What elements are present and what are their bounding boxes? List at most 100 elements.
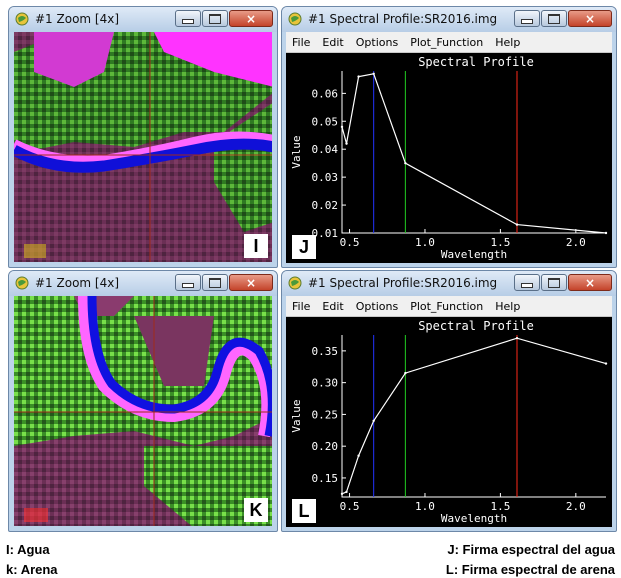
false-color-image: [14, 296, 272, 526]
window-title: #1 Zoom [4x]: [35, 276, 120, 290]
x-axis-label: Wavelength: [441, 248, 507, 261]
maximize-button[interactable]: [202, 10, 228, 27]
x-tick-label: 0.5: [340, 236, 360, 249]
menu-bar: File Edit Options Plot_Function Help: [286, 296, 612, 317]
panel-label-l: L: [292, 499, 316, 523]
maximize-icon: [209, 277, 221, 288]
y-tick-label: 0.02: [312, 199, 339, 212]
spectral-point: [604, 231, 608, 235]
menu-plot-function[interactable]: Plot_Function: [410, 35, 484, 49]
zoom-window-top: #1 Zoom [4x] ×: [8, 6, 278, 268]
spectral-point: [340, 492, 344, 496]
envi-globe-icon: [288, 276, 302, 290]
spectral-point: [604, 362, 608, 365]
menu-bar: File Edit Options Plot_Function Help: [286, 32, 612, 53]
maximize-button[interactable]: [541, 274, 567, 291]
window-title: #1 Zoom [4x]: [35, 12, 120, 26]
menu-help[interactable]: Help: [495, 35, 521, 49]
minimize-button[interactable]: [175, 274, 201, 291]
menu-options[interactable]: Options: [355, 35, 399, 49]
maximize-icon: [548, 277, 560, 288]
spectral-point: [357, 454, 360, 457]
x-tick-label: 0.5: [340, 500, 360, 513]
caption-water: I: Agua: [6, 542, 50, 557]
x-tick-label: 2.0: [566, 500, 586, 513]
menu-edit[interactable]: Edit: [322, 299, 344, 313]
x-tick-label: 1.0: [415, 236, 435, 249]
false-color-image: [14, 32, 272, 262]
close-icon: ×: [245, 275, 257, 290]
spectral-point: [345, 490, 348, 494]
chart-title: Spectral Profile: [418, 319, 534, 333]
spectral-point: [345, 142, 348, 145]
minimize-icon: [182, 283, 194, 288]
spectral-point: [357, 75, 360, 78]
x-tick-label: 1.5: [490, 236, 510, 249]
panel-label-i: I: [244, 234, 268, 258]
menu-edit[interactable]: Edit: [322, 35, 344, 49]
spectral-point: [372, 419, 375, 422]
close-icon: ×: [584, 275, 596, 290]
x-axis-label: Wavelength: [441, 512, 507, 525]
y-tick-label: 0.30: [312, 377, 339, 390]
zoom-titlebar[interactable]: #1 Zoom [4x] ×: [9, 271, 277, 296]
window-title: #1 Spectral Profile:SR2016.img: [308, 276, 498, 290]
axis-lines: [341, 335, 606, 498]
spectral-profile-chart-water: Spectral Profile 0.01 0.02 0.03 0.04 0.05 0.06…: [290, 55, 608, 261]
close-icon: ×: [245, 11, 257, 26]
close-icon: ×: [584, 11, 596, 26]
spectral-point: [372, 72, 375, 75]
maximize-icon: [548, 13, 560, 24]
minimize-icon: [521, 19, 533, 24]
zoom-image-sand[interactable]: K: [14, 296, 272, 526]
close-button[interactable]: ×: [568, 274, 612, 291]
spectral-point: [515, 336, 519, 340]
y-axis-label: Value: [290, 399, 303, 432]
minimize-icon: [521, 283, 533, 288]
x-tick-label: 2.0: [566, 236, 586, 249]
profile-titlebar[interactable]: #1 Spectral Profile:SR2016.img ×: [282, 7, 616, 32]
minimize-icon: [182, 19, 194, 24]
spectral-point: [340, 125, 344, 129]
plot-area[interactable]: Spectral Profile 0.01 0.02 0.03 0.04 0.05 0.06…: [286, 53, 612, 263]
window-title: #1 Spectral Profile:SR2016.img: [308, 12, 498, 26]
y-tick-label: 0.25: [312, 408, 339, 421]
menu-file[interactable]: File: [292, 299, 311, 313]
panel-label-j: J: [292, 235, 316, 259]
maximize-button[interactable]: [202, 274, 228, 291]
envi-globe-icon: [15, 12, 29, 26]
y-tick-label: 0.05: [312, 115, 339, 128]
zoom-titlebar[interactable]: #1 Zoom [4x] ×: [9, 7, 277, 32]
y-axis-label: Value: [290, 135, 303, 168]
zoom-image-water[interactable]: I: [14, 32, 272, 262]
profile-titlebar[interactable]: #1 Spectral Profile:SR2016.img ×: [282, 271, 616, 296]
spectral-point: [515, 223, 519, 226]
y-tick-label: 0.35: [312, 345, 339, 358]
menu-help[interactable]: Help: [495, 299, 521, 313]
caption-sand-signature: L: Firma espectral de arena: [445, 562, 615, 577]
maximize-icon: [209, 13, 221, 24]
spectral-series-line: [341, 73, 607, 234]
minimize-button[interactable]: [175, 10, 201, 27]
menu-options[interactable]: Options: [355, 299, 399, 313]
envi-globe-icon: [288, 12, 302, 26]
menu-file[interactable]: File: [292, 35, 311, 49]
spectral-series-line: [341, 337, 607, 495]
y-tick-label: 0.04: [312, 143, 339, 156]
maximize-button[interactable]: [541, 10, 567, 27]
plot-area[interactable]: Spectral Profile 0.15 0.20 0.25 0.30 0.35 0.5 1…: [286, 317, 612, 527]
minimize-button[interactable]: [514, 274, 540, 291]
panel-label-k: K: [244, 498, 268, 522]
spectral-profile-chart-sand: Spectral Profile 0.15 0.20 0.25 0.30 0.35 0.5 1…: [290, 319, 608, 525]
profile-window-top: #1 Spectral Profile:SR2016.img × File Ed…: [281, 6, 617, 268]
caption-sand: k: Arena: [6, 562, 58, 577]
profile-window-bottom: #1 Spectral Profile:SR2016.img × File Ed…: [281, 270, 617, 532]
y-tick-label: 0.15: [312, 472, 339, 485]
close-button[interactable]: ×: [229, 10, 273, 27]
minimize-button[interactable]: [514, 10, 540, 27]
close-button[interactable]: ×: [568, 10, 612, 27]
caption-water-signature: J: Firma espectral del agua: [447, 542, 615, 557]
close-button[interactable]: ×: [229, 274, 273, 291]
x-tick-label: 1.5: [490, 500, 510, 513]
menu-plot-function[interactable]: Plot_Function: [410, 299, 484, 313]
